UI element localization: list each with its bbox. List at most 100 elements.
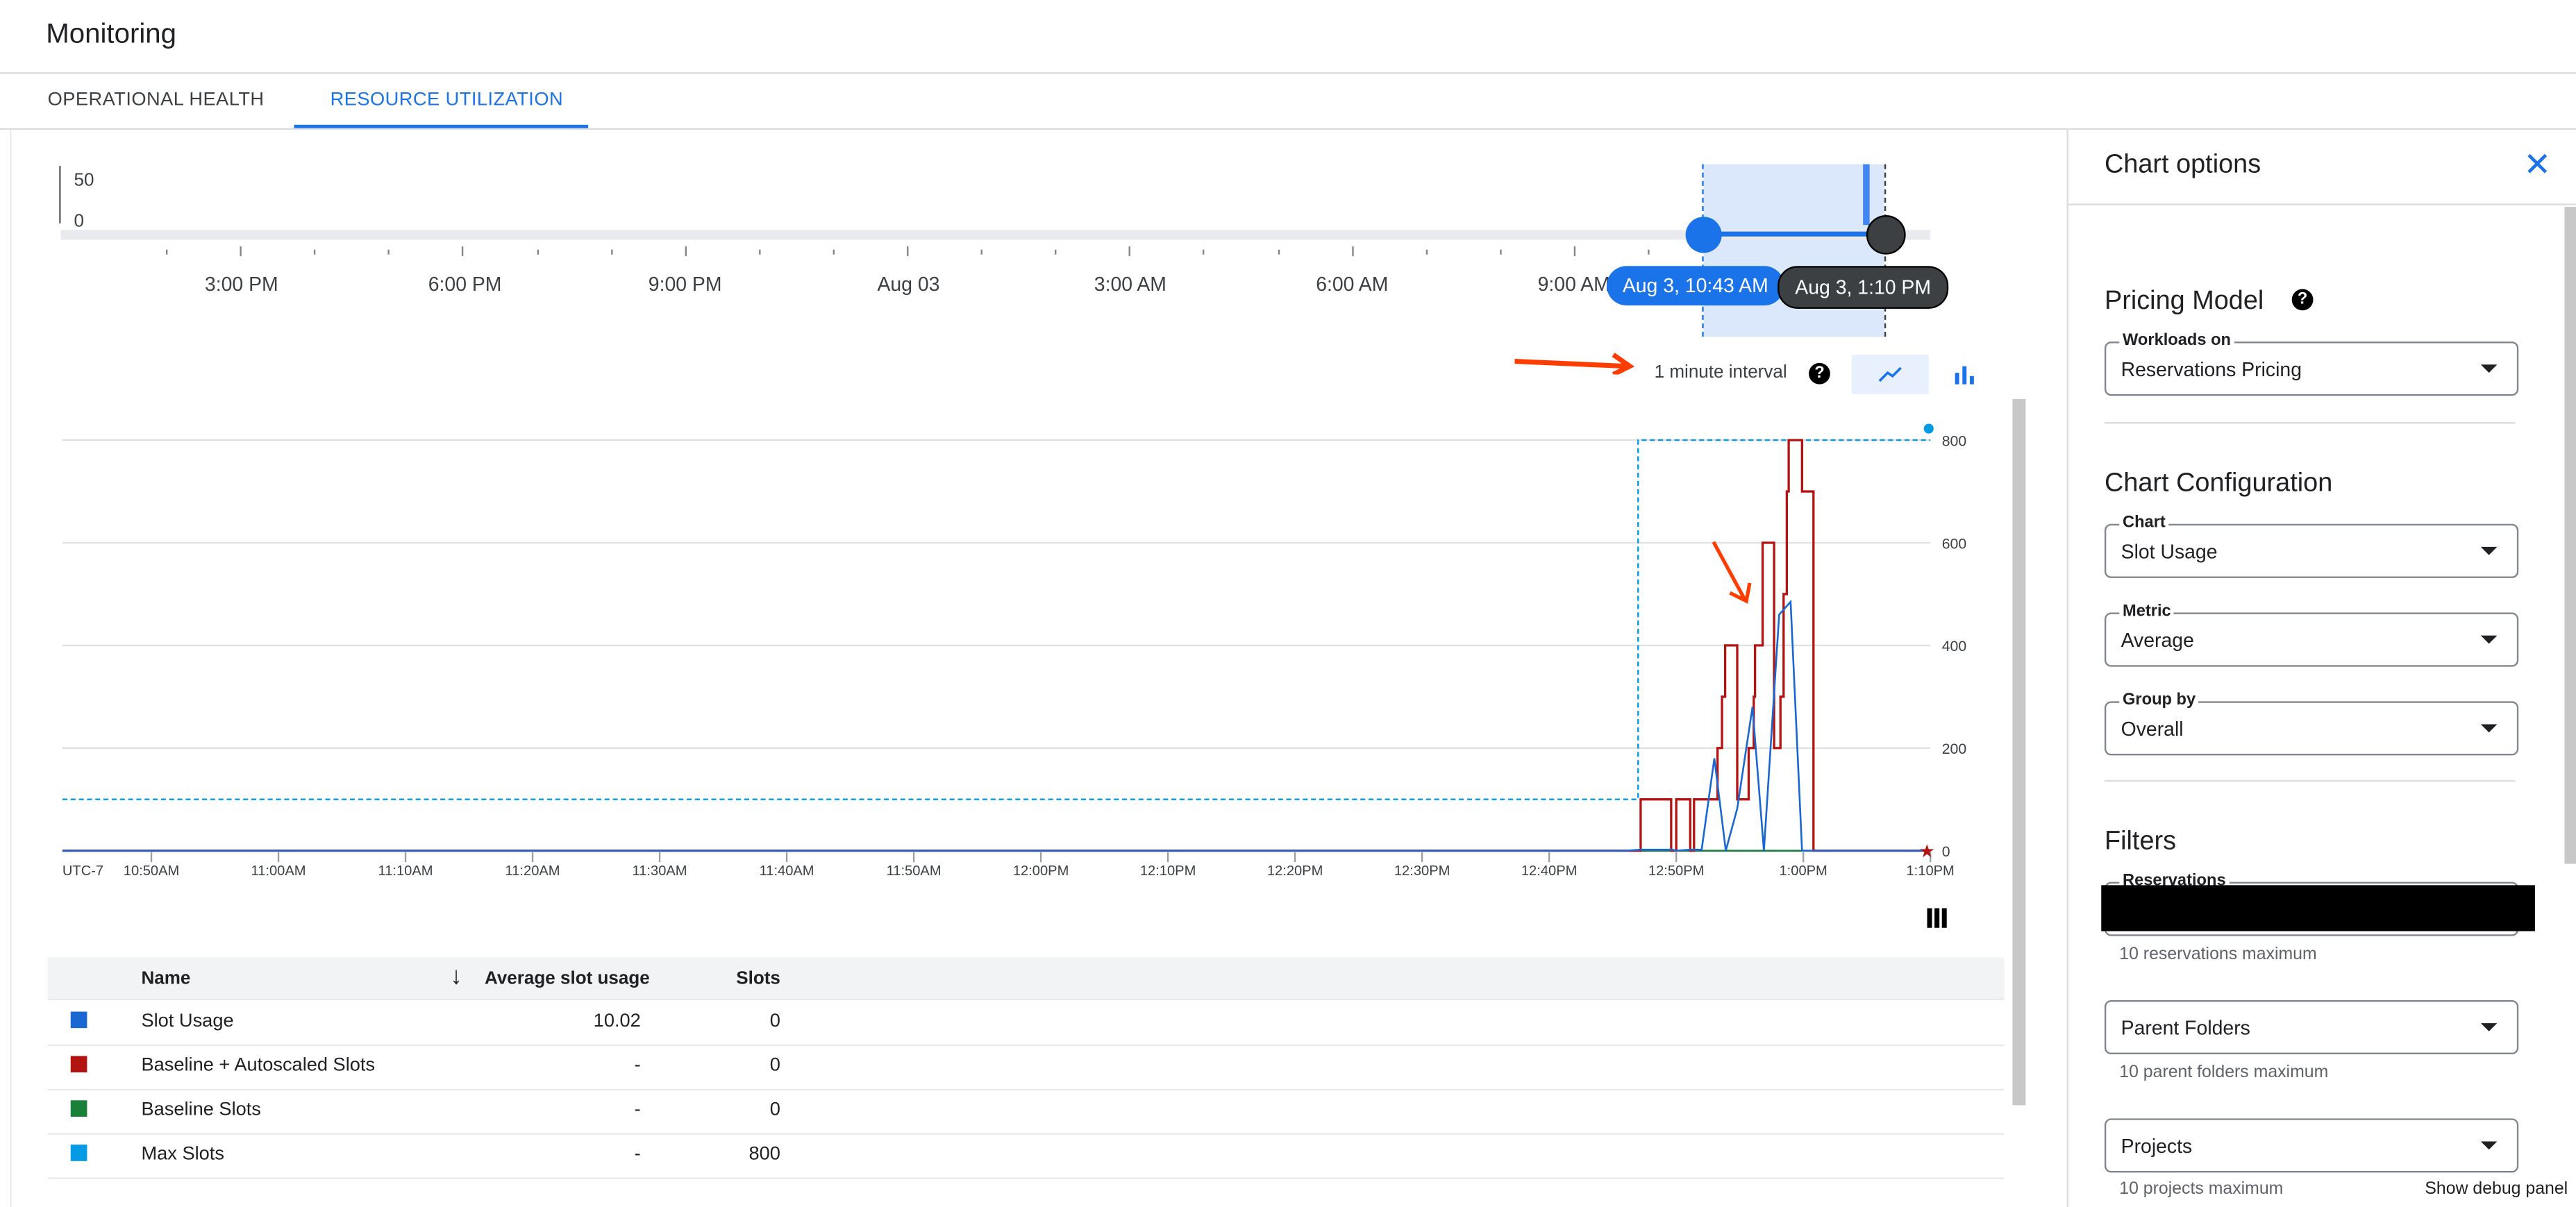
overview-x-tick bbox=[1055, 249, 1057, 255]
panel-scrollbar[interactable] bbox=[2564, 207, 2576, 864]
table-header: Name ↓ Average slot usage Slots bbox=[47, 957, 2005, 1000]
row-slots: 0 bbox=[769, 1011, 780, 1031]
table-row[interactable]: Baseline + Autoscaled Slots - 0 bbox=[47, 1045, 2005, 1091]
col-slots[interactable]: Slots bbox=[736, 968, 780, 989]
column-toggle-icon[interactable] bbox=[1927, 908, 1947, 928]
overview-x-label: 3:00 AM bbox=[1094, 272, 1166, 296]
sort-arrow-icon[interactable]: ↓ bbox=[450, 962, 463, 990]
parent-folders-select[interactable]: Parent Folders bbox=[2104, 999, 2519, 1055]
row-average: - bbox=[634, 1056, 641, 1076]
filters-heading: Filters bbox=[2104, 827, 2177, 856]
table-row[interactable]: Baseline Slots - 0 bbox=[47, 1089, 2005, 1135]
range-end-label[interactable]: Aug 3, 1:10 PM bbox=[1778, 266, 1949, 309]
x-tick-label: 11:50AM bbox=[887, 863, 942, 879]
line-chart-icon bbox=[1878, 366, 1902, 382]
table-row[interactable]: Max Slots - 800 bbox=[47, 1133, 2005, 1179]
y-tick-label: 200 bbox=[1942, 741, 1967, 757]
star-marker-icon: ★ bbox=[1919, 841, 1935, 861]
overview-x-tick bbox=[1648, 249, 1650, 255]
series-color-swatch bbox=[70, 1145, 87, 1161]
line-chart-button[interactable] bbox=[1851, 355, 1929, 394]
overview-x-tick bbox=[980, 249, 983, 255]
range-end-handle[interactable] bbox=[1866, 214, 1906, 255]
overview-x-label: 9:00 AM bbox=[1537, 272, 1610, 296]
group-by-select[interactable]: Group by Overall bbox=[2104, 691, 2519, 756]
y-tick-label: 0 bbox=[1942, 843, 1950, 860]
dropdown-caret-icon bbox=[2480, 546, 2498, 555]
help-icon[interactable]: ? bbox=[2291, 289, 2314, 311]
overview-x-tick bbox=[610, 249, 612, 255]
active-tab-indicator bbox=[294, 124, 589, 128]
field-value: Average bbox=[2121, 629, 2194, 652]
field-value: Projects bbox=[2121, 1134, 2193, 1158]
x-tick-label: 11:30AM bbox=[633, 863, 687, 879]
overview-y-tick: 50 bbox=[74, 171, 94, 191]
col-average[interactable]: Average slot usage bbox=[484, 968, 650, 989]
range-start-handle[interactable] bbox=[1685, 217, 1722, 253]
panel-title: Chart options bbox=[2104, 151, 2261, 179]
overview-x-tick bbox=[1573, 246, 1575, 257]
tab-resource-utilization[interactable]: RESOURCE UTILIZATION bbox=[330, 90, 564, 110]
field-label: Metric bbox=[2119, 602, 2175, 621]
row-slots: 800 bbox=[748, 1145, 780, 1165]
scrollbar[interactable] bbox=[2012, 398, 2026, 1106]
dropdown-caret-icon bbox=[2480, 1023, 2498, 1031]
interval-label: 1 minute interval bbox=[1654, 362, 1787, 383]
x-tick-label: 12:10PM bbox=[1140, 863, 1196, 879]
series-line-max-slots bbox=[62, 439, 1931, 800]
dropdown-caret-icon bbox=[2480, 635, 2498, 644]
table-row[interactable]: Slot Usage 10.02 0 bbox=[47, 1000, 2005, 1047]
overview-x-tick bbox=[1129, 246, 1131, 257]
x-tick-label: 1:10PM bbox=[1907, 863, 1955, 879]
field-value: Parent Folders bbox=[2121, 1016, 2250, 1040]
overview-x-label: Aug 03 bbox=[877, 272, 940, 296]
overview-x-tick bbox=[240, 246, 242, 257]
overview-selection bbox=[1703, 231, 1884, 237]
slot-usage-chart: 0 200 400 600 800 10:50AM 11:00AM 11:10AM 11:20A… bbox=[62, 423, 1967, 879]
overview-y-axis bbox=[59, 165, 61, 223]
x-tick-label: 12:30PM bbox=[1394, 863, 1450, 879]
field-value: Reservations Pricing bbox=[2121, 357, 2302, 381]
row-slots: 0 bbox=[769, 1100, 780, 1120]
metric-select[interactable]: Metric Average bbox=[2104, 602, 2519, 667]
x-tick-label: 1:00PM bbox=[1780, 863, 1828, 879]
overview-x-tick bbox=[907, 246, 909, 257]
projects-select[interactable]: Projects bbox=[2104, 1118, 2519, 1173]
x-tick-label: 10:50AM bbox=[124, 863, 180, 879]
divider bbox=[2104, 422, 2516, 424]
overview-x-tick bbox=[1351, 246, 1353, 257]
overview-x-tick bbox=[833, 249, 835, 255]
close-icon[interactable]: ✕ bbox=[2523, 147, 2551, 185]
range-start-label[interactable]: Aug 3, 10:43 AM bbox=[1607, 266, 1784, 306]
y-tick-label: 600 bbox=[1942, 535, 1967, 552]
reservations-hint: 10 reservations maximum bbox=[2119, 944, 2317, 964]
x-tick-label: 11:10AM bbox=[378, 863, 433, 879]
chart-select[interactable]: Chart Slot Usage bbox=[2104, 514, 2519, 578]
row-name: Baseline Slots bbox=[141, 1100, 261, 1120]
show-debug-panel-link[interactable]: Show debug panel bbox=[2425, 1179, 2568, 1199]
workloads-select[interactable]: Workloads on Reservations Pricing bbox=[2104, 331, 2519, 396]
bar-chart-icon[interactable] bbox=[1953, 363, 1976, 386]
dropdown-caret-icon bbox=[2480, 724, 2498, 733]
redacted-block bbox=[2101, 885, 2535, 931]
field-value: Overall bbox=[2121, 717, 2184, 741]
overview-x-tick bbox=[314, 249, 316, 255]
row-slots: 0 bbox=[769, 1056, 780, 1076]
tab-bar: OPERATIONAL HEALTH RESOURCE UTILIZATION bbox=[0, 72, 2576, 130]
overview-x-tick bbox=[758, 249, 761, 255]
timezone-label: UTC-7 bbox=[62, 863, 103, 879]
row-name: Max Slots bbox=[141, 1145, 224, 1165]
annotation-arrow bbox=[1514, 353, 1635, 375]
overview-x-tick bbox=[684, 246, 687, 257]
help-icon[interactable]: ? bbox=[1809, 362, 1830, 385]
folders-hint: 10 parent folders maximum bbox=[2119, 1062, 2329, 1083]
overview-track[interactable] bbox=[60, 230, 1931, 240]
overview-x-tick bbox=[1203, 249, 1205, 255]
dropdown-caret-icon bbox=[2480, 1141, 2498, 1150]
x-tick-label: 12:50PM bbox=[1648, 863, 1705, 879]
col-name[interactable]: Name bbox=[141, 968, 191, 989]
tab-operational-health[interactable]: OPERATIONAL HEALTH bbox=[47, 90, 265, 110]
max-marker-icon bbox=[1923, 423, 1934, 447]
pricing-model-heading: Pricing Model bbox=[2104, 287, 2264, 316]
overview-x-tick bbox=[1277, 249, 1280, 255]
